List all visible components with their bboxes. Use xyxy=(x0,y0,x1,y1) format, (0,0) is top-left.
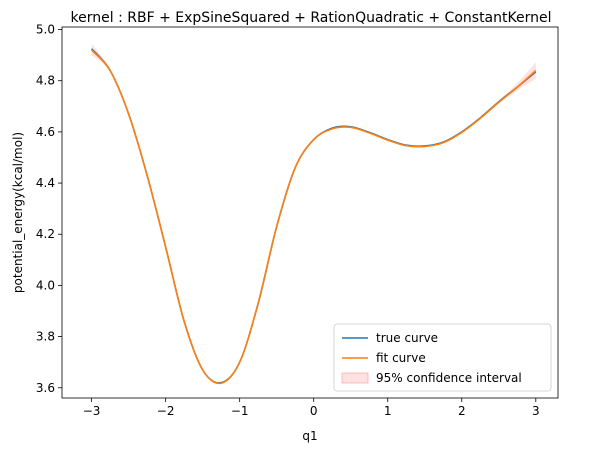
legend-confidence-interval-label: 95% confidence interval xyxy=(376,371,522,385)
x-tick-label: −2 xyxy=(157,404,175,418)
x-tick-label: 0 xyxy=(310,404,318,418)
x-axis-label: q1 xyxy=(302,429,317,443)
y-tick-label: 3.8 xyxy=(36,330,55,344)
legend: true curve fit curve 95% confidence inte… xyxy=(333,323,552,392)
x-tick-label: −1 xyxy=(231,404,249,418)
y-tick-label: 4.8 xyxy=(36,74,55,88)
legend-box xyxy=(333,323,552,392)
y-tick-label: 3.6 xyxy=(36,381,55,395)
x-tick-label: 1 xyxy=(384,404,392,418)
y-axis: 3.6 3.8 4.0 4.2 4.4 4.6 4.8 5.0 xyxy=(36,23,62,395)
legend-fit-curve-label: fit curve xyxy=(376,351,426,365)
legend-true-curve-label: true curve xyxy=(376,331,438,345)
fit-curve-line xyxy=(91,49,537,385)
chart-title: kernel : RBF + ExpSineSquared + RationQu… xyxy=(71,10,552,26)
y-tick-label: 4.0 xyxy=(36,278,55,292)
y-tick-label: 5.0 xyxy=(36,23,55,37)
axes-frame xyxy=(61,26,559,399)
y-axis-label: potential_energy(kcal/mol) xyxy=(11,132,25,293)
x-axis: −3 −2 −1 0 1 2 3 xyxy=(83,398,540,418)
legend-confidence-interval-swatch xyxy=(341,372,369,384)
y-tick-label: 4.6 xyxy=(36,125,55,139)
x-tick-label: 2 xyxy=(458,404,466,418)
x-tick-label: 3 xyxy=(532,404,540,418)
plot-area xyxy=(91,43,537,385)
y-tick-label: 4.2 xyxy=(36,227,55,241)
y-tick-label: 4.4 xyxy=(36,176,55,190)
x-tick-label: −3 xyxy=(83,404,101,418)
